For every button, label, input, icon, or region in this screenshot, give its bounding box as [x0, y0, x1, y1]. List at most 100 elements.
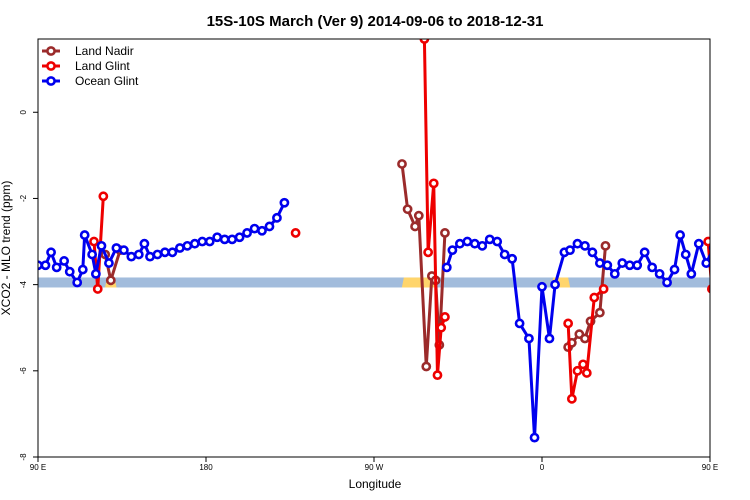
data-point — [212, 232, 223, 243]
data-point — [469, 238, 480, 249]
data-point — [600, 240, 611, 251]
data-point — [529, 432, 540, 443]
data-point — [118, 245, 129, 256]
data-point — [602, 260, 613, 271]
data-point — [454, 238, 465, 249]
data-point — [167, 247, 178, 258]
data-point — [572, 238, 583, 249]
data-point — [264, 221, 275, 232]
data-point — [249, 223, 260, 234]
ocean-band — [38, 277, 710, 288]
data-point — [139, 238, 150, 249]
data-point — [126, 251, 137, 262]
data-point — [204, 236, 215, 247]
x-tick-label: 90 E — [702, 463, 718, 472]
data-point — [272, 212, 282, 223]
data-point — [598, 284, 609, 294]
y-tick-label: 0 — [19, 109, 28, 114]
series-line — [445, 233, 710, 440]
data-point — [51, 262, 62, 273]
data-point — [402, 204, 413, 215]
data-point — [589, 292, 600, 303]
x-tick-label: 180 — [199, 463, 213, 472]
data-point — [733, 253, 740, 260]
data-point — [565, 245, 575, 256]
data-point — [441, 262, 452, 273]
data-point — [572, 365, 583, 376]
data-point — [92, 284, 103, 294]
data-point — [111, 243, 122, 253]
data-point — [718, 247, 725, 254]
data-point — [701, 258, 710, 268]
data-point — [77, 264, 88, 275]
data-point — [669, 264, 680, 275]
data-point — [413, 210, 424, 221]
data-point — [423, 247, 434, 258]
data-point — [477, 240, 488, 251]
data-point — [421, 361, 432, 372]
land-band — [401, 277, 436, 288]
land-band — [709, 286, 710, 288]
data-point — [160, 247, 170, 258]
data-point — [550, 279, 560, 290]
data-point — [708, 244, 710, 252]
x-axis-label: Longitude — [349, 477, 402, 491]
data-point — [462, 236, 473, 247]
series-line — [725, 250, 734, 280]
data-point — [133, 249, 144, 260]
legend-marker — [46, 76, 56, 86]
data-point — [104, 258, 114, 268]
legend-label: Ocean Glint — [75, 74, 139, 88]
data-point — [725, 277, 732, 284]
plot-area — [38, 39, 740, 443]
x-tick-label: 90 W — [365, 463, 384, 472]
data-point — [432, 370, 443, 381]
data-point — [492, 236, 503, 247]
data-point — [662, 277, 672, 288]
data-point — [428, 178, 439, 189]
data-point — [410, 221, 420, 232]
data-point — [524, 333, 534, 344]
data-point — [219, 234, 230, 245]
data-point — [731, 249, 738, 256]
data-point — [507, 253, 518, 264]
data-point — [609, 268, 620, 279]
data-point — [79, 230, 90, 240]
data-point — [594, 258, 605, 268]
data-point — [693, 238, 704, 249]
series-line — [400, 163, 447, 369]
data-point — [436, 322, 447, 333]
data-point — [189, 238, 200, 249]
data-point — [563, 318, 574, 329]
y-tick-label: -4 — [19, 281, 28, 289]
y-tick-label: -6 — [19, 367, 28, 375]
data-point — [440, 312, 450, 322]
data-point — [397, 159, 407, 169]
data-point — [706, 284, 710, 294]
legend-marker — [46, 61, 56, 71]
data-point — [686, 268, 697, 279]
data-point — [675, 230, 686, 240]
data-point — [290, 228, 301, 238]
data-point — [654, 268, 665, 279]
data-point — [447, 245, 458, 256]
legend-label: Land Nadir — [75, 44, 134, 58]
data-point — [714, 193, 721, 200]
data-point — [105, 275, 116, 286]
data-point — [89, 236, 99, 247]
series-land-glint — [89, 39, 721, 404]
series-ocean-glint — [38, 197, 740, 443]
data-point — [617, 258, 628, 268]
data-point — [537, 281, 547, 292]
data-point — [64, 266, 75, 277]
y-tick-label: -2 — [19, 194, 28, 202]
data-point — [257, 225, 267, 236]
y-tick-label: -8 — [19, 453, 28, 461]
data-point — [40, 260, 51, 271]
data-point — [90, 268, 101, 279]
data-point — [639, 247, 650, 258]
data-point — [632, 260, 643, 271]
data-point — [514, 318, 525, 329]
data-point — [234, 232, 245, 243]
